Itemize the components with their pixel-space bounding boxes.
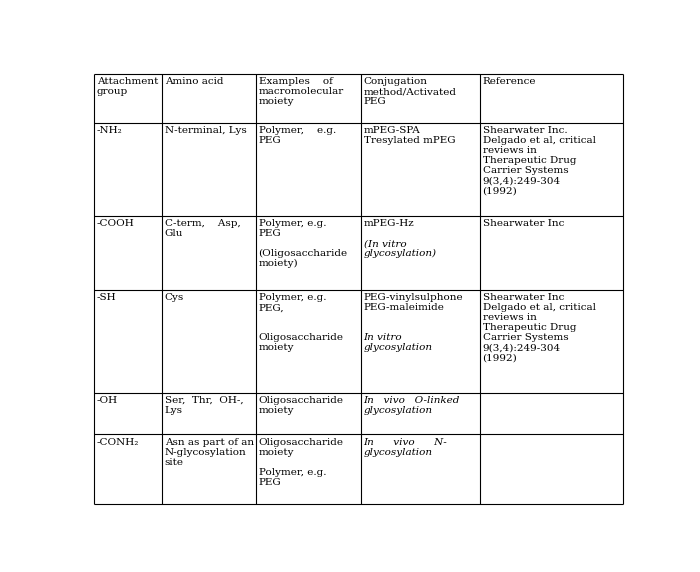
Text: 9(3,4):249-304: 9(3,4):249-304 bbox=[482, 176, 561, 185]
Text: Ser,  Thr,  OH-,: Ser, Thr, OH-, bbox=[164, 396, 244, 405]
Text: Asn as part of an: Asn as part of an bbox=[164, 438, 254, 447]
Text: PEG: PEG bbox=[258, 229, 281, 238]
Text: Therapeutic Drug: Therapeutic Drug bbox=[482, 323, 576, 332]
Text: N-glycosylation: N-glycosylation bbox=[164, 448, 246, 456]
Text: moiety: moiety bbox=[258, 343, 294, 352]
Text: reviews in: reviews in bbox=[482, 146, 536, 155]
Text: N-terminal, Lys: N-terminal, Lys bbox=[164, 126, 246, 135]
Text: Polymer, e.g.: Polymer, e.g. bbox=[258, 219, 326, 228]
Text: PEG,: PEG, bbox=[258, 303, 284, 312]
Text: PEG: PEG bbox=[363, 97, 386, 106]
Text: Therapeutic Drug: Therapeutic Drug bbox=[482, 156, 576, 165]
Text: glycosylation: glycosylation bbox=[363, 406, 433, 415]
Text: PEG-vinylsulphone: PEG-vinylsulphone bbox=[363, 293, 463, 302]
Text: Lys: Lys bbox=[164, 406, 183, 415]
Text: -OH: -OH bbox=[97, 396, 118, 405]
Text: (In vitro: (In vitro bbox=[363, 239, 406, 248]
Text: Tresylated mPEG: Tresylated mPEG bbox=[363, 136, 455, 145]
Text: In   vivo   O-linked: In vivo O-linked bbox=[363, 396, 460, 405]
Text: Delgado et al, critical: Delgado et al, critical bbox=[482, 303, 596, 312]
Text: (1992): (1992) bbox=[482, 353, 517, 363]
Text: (Oligosaccharide: (Oligosaccharide bbox=[258, 249, 348, 259]
Text: moiety: moiety bbox=[258, 448, 294, 456]
Text: mPEG-Hz: mPEG-Hz bbox=[363, 219, 414, 228]
Text: Oligosaccharide: Oligosaccharide bbox=[258, 333, 344, 343]
Text: Delgado et al, critical: Delgado et al, critical bbox=[482, 136, 596, 145]
Text: mPEG-SPA: mPEG-SPA bbox=[363, 126, 421, 135]
Text: Glu: Glu bbox=[164, 229, 183, 238]
Text: Oligosaccharide: Oligosaccharide bbox=[258, 396, 344, 405]
Text: moiety): moiety) bbox=[258, 259, 298, 268]
Text: glycosylation): glycosylation) bbox=[363, 249, 437, 259]
Text: Carrier Systems: Carrier Systems bbox=[482, 166, 568, 175]
Text: In vitro: In vitro bbox=[363, 333, 402, 343]
Text: -NH₂: -NH₂ bbox=[97, 126, 122, 135]
Text: Polymer, e.g.: Polymer, e.g. bbox=[258, 293, 326, 302]
Text: 9(3,4):249-304: 9(3,4):249-304 bbox=[482, 343, 561, 352]
Text: Oligosaccharide: Oligosaccharide bbox=[258, 438, 344, 447]
Text: Polymer,    e.g.: Polymer, e.g. bbox=[258, 126, 336, 135]
Text: Carrier Systems: Carrier Systems bbox=[482, 333, 568, 343]
Text: moiety: moiety bbox=[258, 406, 294, 415]
Text: Conjugation: Conjugation bbox=[363, 77, 428, 86]
Text: Shearwater Inc.: Shearwater Inc. bbox=[482, 126, 567, 135]
Text: PEG: PEG bbox=[258, 136, 281, 145]
Text: Shearwater Inc: Shearwater Inc bbox=[482, 219, 564, 228]
Text: -CONH₂: -CONH₂ bbox=[97, 438, 139, 447]
Text: -SH: -SH bbox=[97, 293, 116, 302]
Text: PEG-maleimide: PEG-maleimide bbox=[363, 303, 444, 312]
Text: In      vivo      N-: In vivo N- bbox=[363, 438, 447, 447]
Text: moiety: moiety bbox=[258, 97, 294, 106]
Text: group: group bbox=[97, 87, 128, 96]
Text: method/Activated: method/Activated bbox=[363, 87, 456, 96]
Text: Cys: Cys bbox=[164, 293, 184, 302]
Text: (1992): (1992) bbox=[482, 186, 517, 195]
Text: macromolecular: macromolecular bbox=[258, 87, 344, 96]
Text: -COOH: -COOH bbox=[97, 219, 134, 228]
Text: Amino acid: Amino acid bbox=[164, 77, 223, 86]
Text: reviews in: reviews in bbox=[482, 313, 536, 322]
Text: glycosylation: glycosylation bbox=[363, 448, 433, 456]
Text: site: site bbox=[164, 458, 184, 467]
Text: Shearwater Inc: Shearwater Inc bbox=[482, 293, 564, 302]
Text: C-term,    Asp,: C-term, Asp, bbox=[164, 219, 241, 228]
Text: Reference: Reference bbox=[482, 77, 536, 86]
Text: glycosylation: glycosylation bbox=[363, 343, 433, 352]
Text: Attachment: Attachment bbox=[97, 77, 158, 86]
Text: PEG: PEG bbox=[258, 478, 281, 487]
Text: Polymer, e.g.: Polymer, e.g. bbox=[258, 468, 326, 476]
Text: Examples    of: Examples of bbox=[258, 77, 332, 86]
